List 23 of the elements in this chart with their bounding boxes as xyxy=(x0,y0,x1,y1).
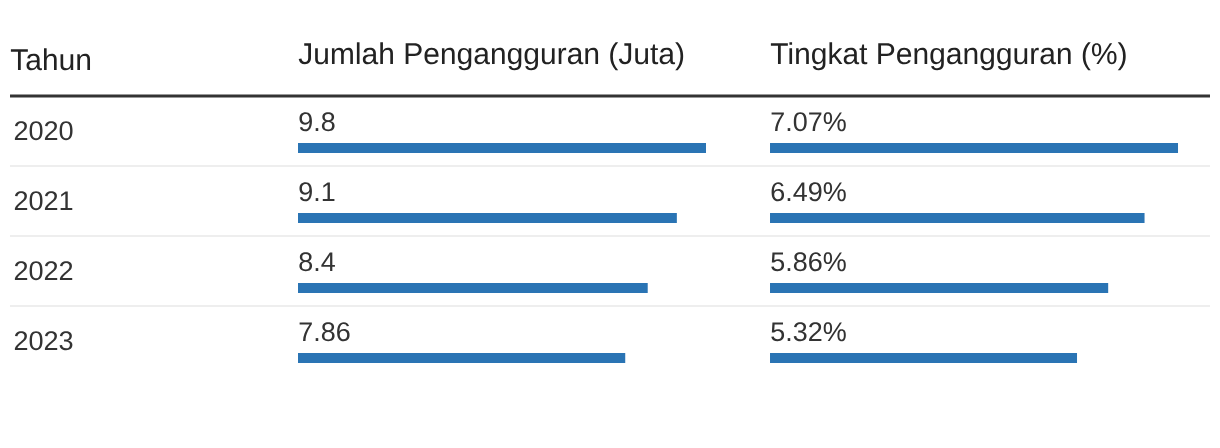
bar xyxy=(770,282,1109,293)
data-label: 7.07% xyxy=(771,112,846,132)
y-tick-label: 2021 xyxy=(14,191,73,211)
bar xyxy=(770,142,1179,153)
bar xyxy=(770,212,1145,223)
y-tick-label: 2020 xyxy=(14,121,73,141)
y-tick-label: 2023 xyxy=(14,331,73,351)
chart-title: Jumlah Pengangguran (Juta) xyxy=(298,42,684,71)
bar xyxy=(298,212,677,223)
y-tick-label: 2022 xyxy=(14,261,73,281)
data-label: 7.86 xyxy=(299,322,350,342)
data-label: 9.8 xyxy=(299,112,335,132)
chart-title: Tingkat Pengangguran (%) xyxy=(770,42,1126,71)
data-label: 9.1 xyxy=(299,182,335,202)
data-label: 5.32% xyxy=(771,322,846,342)
bar xyxy=(770,352,1078,363)
data-label: 6.49% xyxy=(771,182,846,202)
bar xyxy=(298,352,626,363)
y-axis-title: Tahun xyxy=(10,48,91,71)
data-label: 5.86% xyxy=(771,252,846,272)
bar xyxy=(298,282,648,293)
data-label: 8.4 xyxy=(299,252,335,272)
bar xyxy=(298,142,706,153)
